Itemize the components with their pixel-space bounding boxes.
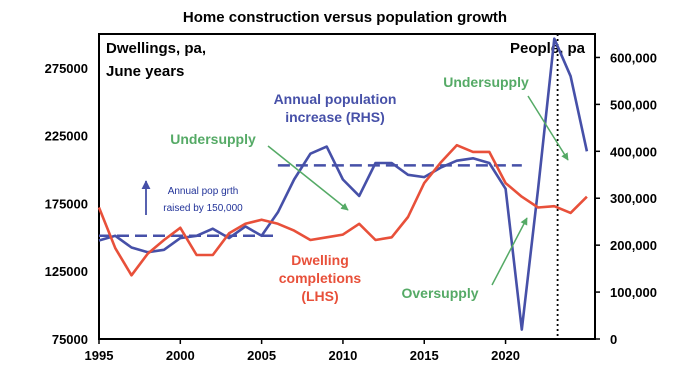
right-tick-label: 400,000	[610, 144, 657, 159]
dwelling-series-line	[97, 143, 588, 277]
chart-title: Home construction versus population grow…	[183, 9, 507, 26]
right-tick-label: 300,000	[610, 191, 657, 206]
left-tick-label: 225000	[45, 129, 88, 144]
right-tick-label: 200,000	[610, 238, 657, 253]
population-series-label: Annual population increase (RHS)	[274, 91, 397, 125]
right-axis-label: People, pa	[510, 40, 586, 57]
x-tick-label: 1995	[85, 348, 114, 363]
pop-growth-line-1: Annual pop grth	[168, 186, 239, 197]
x-tick-label: 2020	[491, 348, 520, 363]
x-tick-label: 2015	[410, 348, 439, 363]
pop-growth-annotation: Annual pop grth raised by 150,000	[163, 186, 243, 214]
dwelling-series-label: Dwelling completions (LHS)	[279, 252, 362, 304]
left-tick-label: 275000	[45, 61, 88, 76]
right-tick-label: 100,000	[610, 285, 657, 300]
dwelling-label-line-2: completions	[279, 270, 362, 286]
dwelling-label-line-3: (LHS)	[301, 288, 338, 304]
x-tick-label: 2005	[247, 348, 276, 363]
right-tick-label: 0	[610, 332, 617, 347]
plot-frame	[98, 33, 596, 340]
oversupply-arrow	[491, 217, 528, 286]
left-axis-label-line-2: June years	[106, 63, 184, 80]
annotation-arrows	[141, 95, 569, 286]
left-tick-label: 175000	[45, 196, 88, 211]
left-axis-label: Dwellings, pa, June years	[106, 40, 206, 80]
undersupply-label-2: Undersupply	[443, 74, 529, 90]
right-tick-label: 500,000	[610, 97, 657, 112]
oversupply-label: Oversupply	[401, 285, 478, 301]
x-tick-label: 2010	[328, 348, 357, 363]
undersupply-arrow-2	[527, 95, 569, 161]
data-series	[97, 37, 589, 331]
undersupply-arrow-1	[267, 145, 349, 211]
reference-lines	[99, 34, 559, 339]
population-label-line-2: increase (RHS)	[285, 109, 385, 125]
pop-growth-line-2: raised by 150,000	[163, 203, 243, 214]
dwelling-label-line-1: Dwelling	[291, 252, 349, 268]
right-tick-label: 600,000	[610, 50, 657, 65]
undersupply-label-1: Undersupply	[170, 131, 256, 147]
population-series-line	[98, 37, 589, 331]
x-tick-label: 2000	[166, 348, 195, 363]
population-label-line-1: Annual population	[274, 91, 397, 107]
axis-ticks: 75000 125000 175000 225000 275000 0 100,000 200…	[45, 50, 657, 363]
left-axis-label-line-1: Dwellings, pa,	[106, 40, 206, 57]
left-tick-label: 125000	[45, 264, 88, 279]
left-tick-label: 75000	[52, 332, 88, 347]
